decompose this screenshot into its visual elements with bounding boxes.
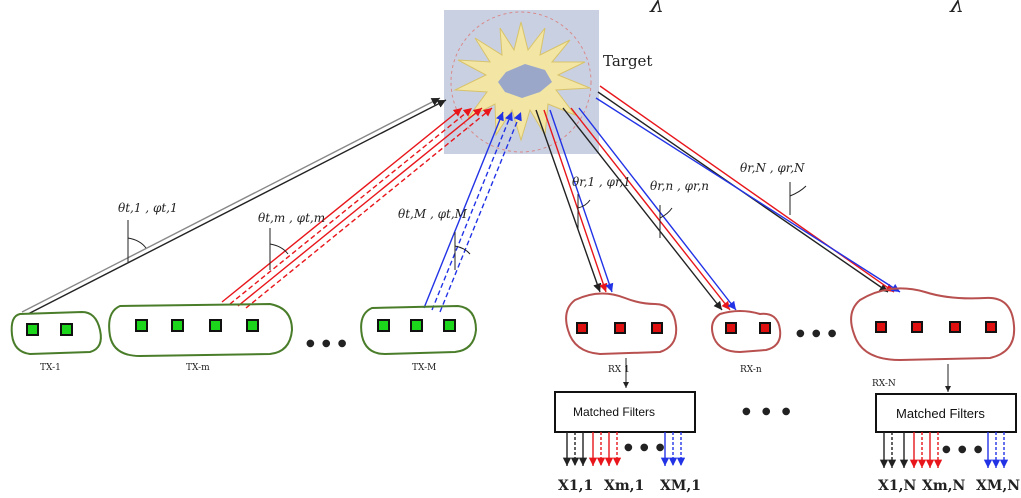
tx-array-M — [360, 304, 478, 356]
output-label-xM1: XM,1 — [660, 478, 701, 494]
lambda-label-2: λ — [949, 0, 964, 18]
output-label-xmN: Xm,N — [922, 478, 966, 494]
angle-label-txM: θt,M , φt,M — [398, 207, 468, 221]
output-label-x1N: X1,N — [878, 478, 916, 494]
matched-filters-right-label: Matched Filters — [896, 406, 985, 421]
matched-filters-right — [875, 393, 1017, 433]
tx-rays — [21, 97, 522, 315]
output-arrows-right — [879, 432, 1009, 468]
rx-array-N — [850, 287, 1016, 362]
angle-markers — [127, 182, 807, 270]
tx-label-M: TX-M — [412, 363, 436, 373]
tx-ellipsis: ● ● ● — [306, 338, 349, 349]
lambda-label-1: λ — [649, 0, 664, 18]
rx-label-1: RX 1 — [608, 365, 630, 375]
output-label-x11: X1,1 — [558, 478, 593, 494]
target-image — [444, 10, 599, 154]
rx-label-n: RX-n — [740, 365, 762, 375]
matched-filters-left-label: Matched Filters — [573, 405, 655, 419]
tx-array-m — [108, 302, 294, 358]
angle-label-rxN: θr,N , φr,N — [740, 161, 805, 175]
matched-filters-left — [554, 391, 696, 433]
output-ellipsis-right: ● ● ● — [942, 444, 985, 455]
angle-label-rxn: θr,n , φr,n — [650, 179, 709, 193]
rx-ellipsis: ● ● ● — [796, 328, 839, 339]
rx-array-1 — [565, 292, 678, 356]
output-label-xMN: XM,N — [976, 478, 1020, 494]
output-ellipsis-left: ● ● ● — [624, 442, 667, 453]
rx-label-N: RX-N — [872, 379, 896, 389]
output-label-xm1: Xm,1 — [604, 478, 644, 494]
middle-ellipsis: ● ● ● — [742, 406, 795, 417]
target-label: Target — [603, 52, 652, 70]
output-arrows-left — [562, 432, 686, 466]
tx-label-m: TX-m — [186, 363, 210, 373]
angle-label-tx1: θt,1 , φt,1 — [118, 201, 178, 215]
tx-array-1 — [10, 310, 102, 356]
rx-array-n — [711, 310, 782, 354]
rx-rays — [535, 85, 901, 311]
angle-label-rx1: θr,1 , φr,1 — [572, 175, 631, 189]
tx-label-1: TX-1 — [40, 363, 61, 373]
angle-label-txm: θt,m , φt,m — [258, 211, 325, 225]
